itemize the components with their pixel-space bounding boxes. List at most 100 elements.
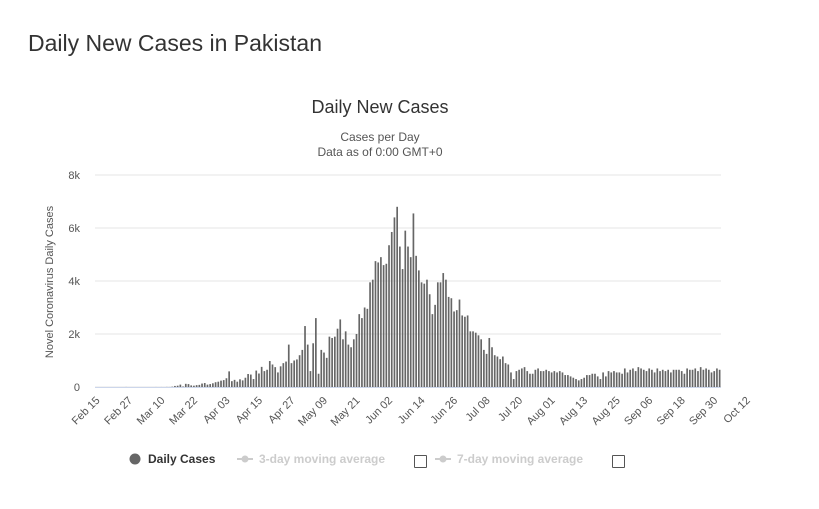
bar[interactable] xyxy=(396,206,398,387)
bar[interactable] xyxy=(174,385,176,387)
bar[interactable] xyxy=(222,380,225,387)
bar[interactable] xyxy=(447,296,450,387)
bar[interactable] xyxy=(705,368,707,387)
bar[interactable] xyxy=(656,368,659,387)
bar[interactable] xyxy=(401,269,404,387)
bar[interactable] xyxy=(515,371,518,387)
bar[interactable] xyxy=(469,331,472,387)
bar[interactable] xyxy=(442,273,445,387)
bar[interactable] xyxy=(244,377,247,387)
bar[interactable] xyxy=(361,318,363,387)
bar[interactable] xyxy=(203,383,206,387)
bar[interactable] xyxy=(220,380,222,387)
bar[interactable] xyxy=(404,230,407,387)
bar[interactable] xyxy=(255,370,258,387)
bar[interactable] xyxy=(466,315,469,387)
bar[interactable] xyxy=(483,349,485,387)
bar[interactable] xyxy=(323,352,325,387)
bar[interactable] xyxy=(209,384,212,387)
bar[interactable] xyxy=(599,379,602,387)
bar[interactable] xyxy=(225,378,228,387)
bar[interactable] xyxy=(426,279,428,387)
bar[interactable] xyxy=(588,375,591,387)
bar[interactable] xyxy=(512,379,515,387)
bar[interactable] xyxy=(217,381,220,387)
bar[interactable] xyxy=(596,376,599,387)
bar[interactable] xyxy=(418,270,420,387)
bar[interactable] xyxy=(534,369,537,387)
bar[interactable] xyxy=(529,373,531,387)
bar[interactable] xyxy=(331,337,333,387)
bar[interactable] xyxy=(583,377,585,387)
bar[interactable] xyxy=(271,364,274,387)
bar[interactable] xyxy=(298,355,301,387)
bar[interactable] xyxy=(661,369,664,387)
bar[interactable] xyxy=(304,326,306,387)
bar[interactable] xyxy=(436,282,439,387)
bar[interactable] xyxy=(667,369,669,387)
bar[interactable] xyxy=(678,369,680,387)
bar[interactable] xyxy=(399,246,401,387)
bar[interactable] xyxy=(637,367,640,388)
bar[interactable] xyxy=(277,372,279,387)
bar[interactable] xyxy=(363,307,366,388)
bar[interactable] xyxy=(431,314,434,388)
bar[interactable] xyxy=(610,372,613,387)
bar[interactable] xyxy=(651,369,653,387)
bar[interactable] xyxy=(550,372,553,387)
bar[interactable] xyxy=(352,339,355,387)
bar[interactable] xyxy=(296,359,298,387)
bar[interactable] xyxy=(493,355,496,387)
bar[interactable] xyxy=(518,369,520,387)
bar[interactable] xyxy=(388,245,390,387)
bar[interactable] xyxy=(464,316,466,387)
bar[interactable] xyxy=(664,371,667,387)
bar[interactable] xyxy=(499,359,501,387)
bar[interactable] xyxy=(558,371,561,387)
bar[interactable] xyxy=(718,369,721,387)
bar[interactable] xyxy=(179,384,182,387)
bar[interactable] xyxy=(531,373,534,387)
bar[interactable] xyxy=(474,332,477,387)
bar[interactable] xyxy=(572,377,575,387)
checkbox-3-day-moving-average[interactable] xyxy=(414,455,427,468)
bar[interactable] xyxy=(586,375,588,387)
bar[interactable] xyxy=(504,363,507,387)
bar[interactable] xyxy=(702,369,705,387)
bar[interactable] xyxy=(615,372,618,387)
bar[interactable] xyxy=(412,213,415,387)
bar[interactable] xyxy=(366,308,369,387)
bar[interactable] xyxy=(279,366,282,387)
bar[interactable] xyxy=(642,369,645,387)
bar[interactable] xyxy=(488,337,491,387)
legend-7-day-icon[interactable] xyxy=(435,455,451,463)
bar[interactable] xyxy=(634,371,637,387)
bar[interactable] xyxy=(523,367,526,388)
bar[interactable] xyxy=(260,366,263,387)
bar[interactable] xyxy=(317,373,320,387)
bar[interactable] xyxy=(556,372,558,387)
bar[interactable] xyxy=(193,385,195,387)
bar[interactable] xyxy=(393,217,396,387)
bar[interactable] xyxy=(577,380,580,388)
bar[interactable] xyxy=(455,310,458,387)
bar[interactable] xyxy=(686,368,688,387)
bar[interactable] xyxy=(548,371,550,387)
bar[interactable] xyxy=(670,372,672,387)
bar[interactable] xyxy=(510,372,512,387)
bar[interactable] xyxy=(689,369,691,387)
bar[interactable] xyxy=(580,379,583,387)
bar[interactable] xyxy=(564,375,567,387)
bar[interactable] xyxy=(347,344,350,387)
bar[interactable] xyxy=(320,349,323,387)
bar[interactable] xyxy=(214,382,217,387)
bar[interactable] xyxy=(377,262,380,387)
bar[interactable] xyxy=(477,335,480,387)
bar[interactable] xyxy=(640,368,642,387)
bar[interactable] xyxy=(285,361,287,387)
bar[interactable] xyxy=(385,263,388,387)
bar[interactable] xyxy=(561,372,564,387)
bar[interactable] xyxy=(458,299,461,387)
bar[interactable] xyxy=(472,331,474,387)
bar[interactable] xyxy=(659,371,661,387)
